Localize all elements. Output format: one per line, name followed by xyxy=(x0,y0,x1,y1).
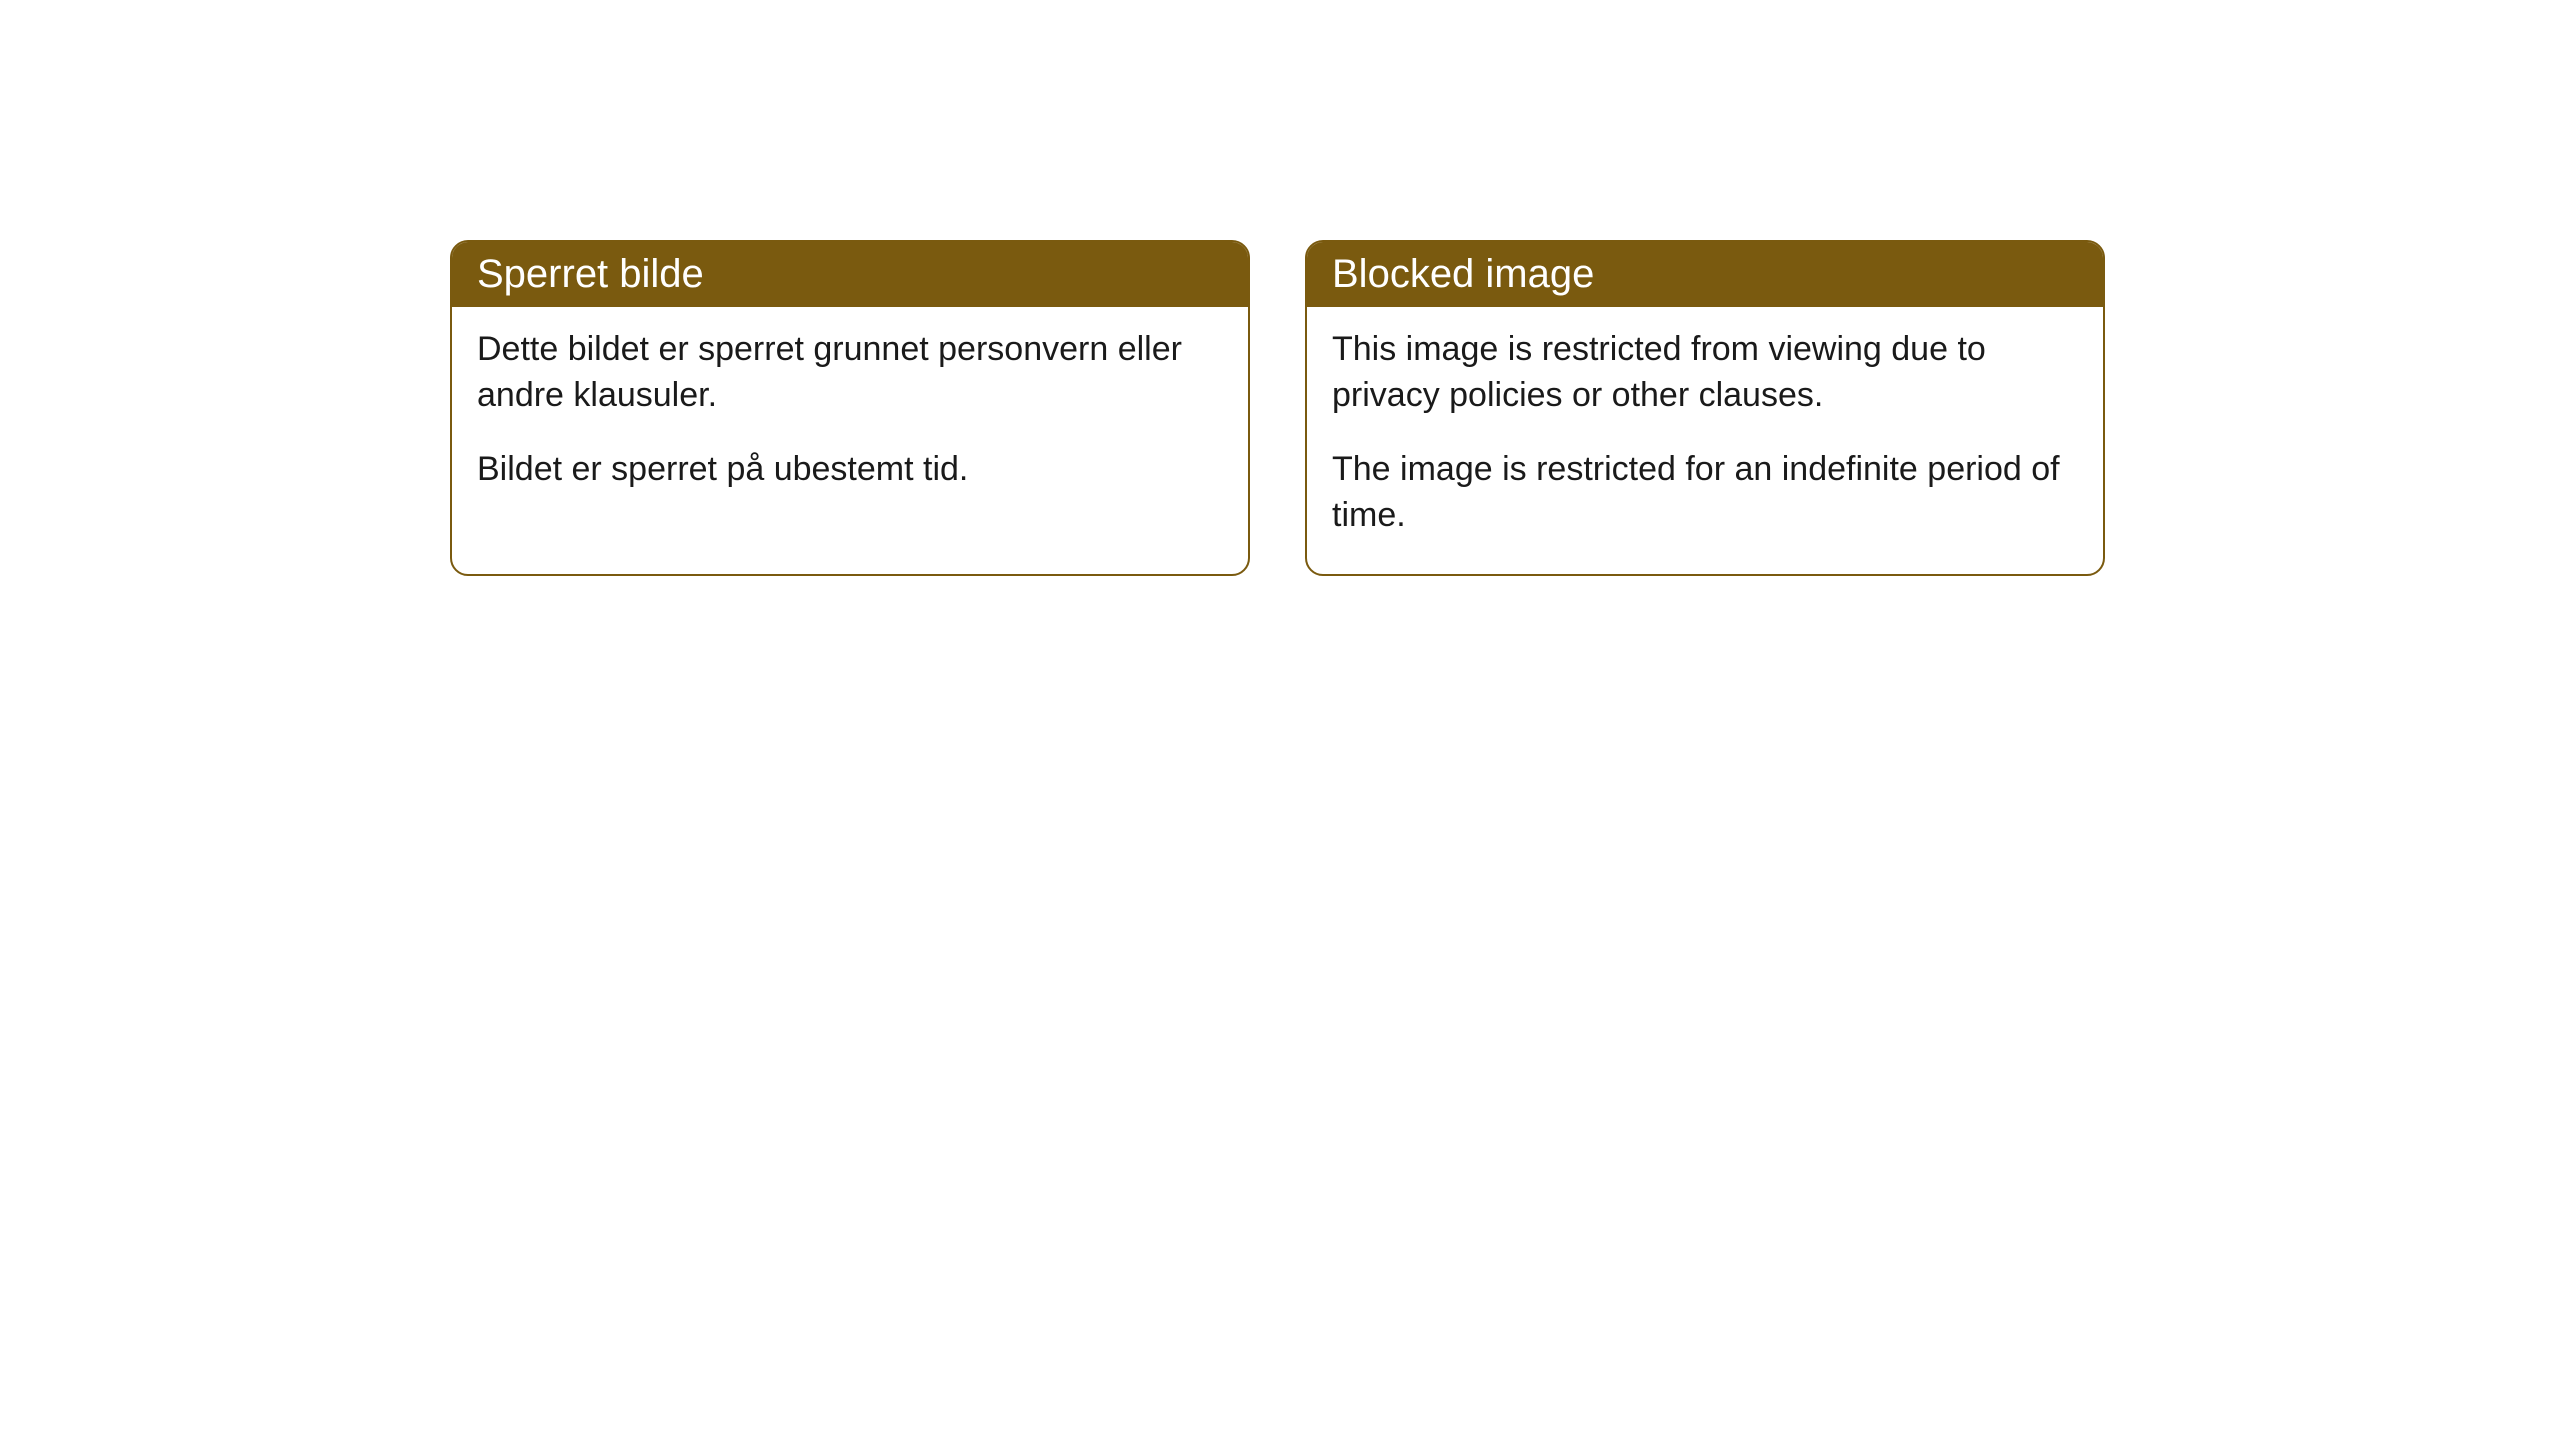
card-title: Blocked image xyxy=(1332,252,1594,296)
card-header-norwegian: Sperret bilde xyxy=(452,242,1248,307)
notice-card-english: Blocked image This image is restricted f… xyxy=(1305,240,2105,576)
notice-card-norwegian: Sperret bilde Dette bildet er sperret gr… xyxy=(450,240,1250,576)
card-body-english: This image is restricted from viewing du… xyxy=(1307,307,2103,574)
card-paragraph-2: The image is restricted for an indefinit… xyxy=(1332,447,2078,539)
notice-cards-container: Sperret bilde Dette bildet er sperret gr… xyxy=(450,240,2560,576)
card-paragraph-1: This image is restricted from viewing du… xyxy=(1332,327,2078,419)
card-title: Sperret bilde xyxy=(477,252,704,296)
card-paragraph-2: Bildet er sperret på ubestemt tid. xyxy=(477,447,1223,493)
card-body-norwegian: Dette bildet er sperret grunnet personve… xyxy=(452,307,1248,528)
card-header-english: Blocked image xyxy=(1307,242,2103,307)
card-paragraph-1: Dette bildet er sperret grunnet personve… xyxy=(477,327,1223,419)
